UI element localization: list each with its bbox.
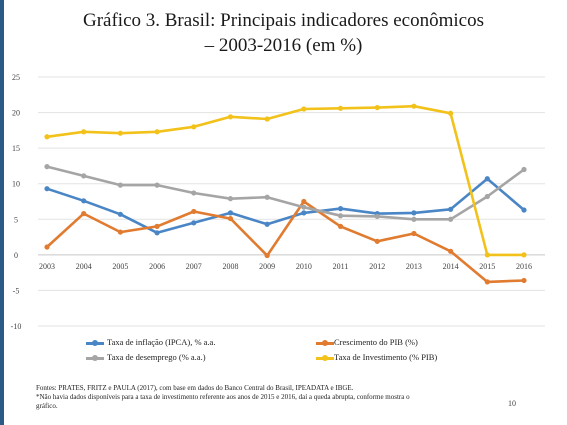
- slide-left-bar: [0, 0, 4, 425]
- legend-label-1: Crescimento do PIB (%): [334, 337, 418, 347]
- series-0-point-10: [411, 210, 417, 216]
- chart-title: Gráfico 3. Brasil: Principais indicadore…: [0, 8, 567, 58]
- x-tick-label-9: 2012: [369, 262, 385, 271]
- series-2-point-11: [448, 216, 454, 222]
- series-0-point-2: [117, 211, 123, 217]
- chart-title-line-2: – 2003-2016 (em %): [204, 35, 363, 56]
- y-tick-label-2: 15: [12, 144, 20, 153]
- series-2-point-8: [337, 213, 344, 219]
- series-0-point-0: [44, 186, 50, 192]
- series-2-point-5: [227, 196, 234, 202]
- series-0-point-13: [521, 207, 527, 213]
- series-3-point-1: [81, 129, 87, 135]
- series-3-point-9: [374, 104, 380, 111]
- series-0-point-4: [191, 220, 197, 226]
- series-2-point-12: [484, 193, 490, 200]
- legend-marker-0: [92, 340, 98, 346]
- y-tick-label-1: 20: [12, 109, 20, 118]
- legend-marker-3: [322, 355, 328, 361]
- legend-marker-2: [92, 355, 98, 361]
- series-1-point-1: [81, 210, 87, 217]
- series-2-point-3: [154, 182, 160, 188]
- series-2-point-2: [117, 182, 123, 188]
- series-line-1: [46, 200, 525, 284]
- legend-marker-1: [322, 340, 328, 346]
- series-0-point-12: [484, 176, 490, 182]
- x-tick-label-2: 2005: [112, 262, 128, 271]
- series-line-3: [46, 104, 524, 257]
- source-note-1: Fontes: PRATES, FRITZ e PAULA (2017), co…: [36, 384, 354, 392]
- series-1-point-5: [227, 215, 234, 222]
- series-3-point-8: [337, 105, 344, 111]
- legend-label-3: Taxa de Investimento (% PIB): [334, 352, 438, 362]
- source-note-3: gráfico.: [36, 402, 58, 410]
- series-1-point-10: [411, 230, 417, 237]
- series-2-point-4: [191, 190, 197, 196]
- y-tick-label-6: -5: [13, 286, 20, 295]
- x-tick-label-6: 2009: [259, 262, 275, 271]
- y-tick-label-7: -10: [11, 322, 22, 331]
- x-tick-label-8: 2011: [333, 262, 349, 271]
- series-1-point-4: [191, 208, 197, 215]
- series-3-point-13: [521, 252, 527, 258]
- series-0-point-1: [81, 198, 87, 204]
- legend-label-0: Taxa de inflação (IPCA), % a.a.: [107, 337, 216, 347]
- source-notes: Fontes: PRATES, FRITZ e PAULA (2017), co…: [36, 384, 506, 411]
- series-3-point-12: [484, 252, 490, 258]
- series-2-point-13: [521, 166, 527, 173]
- series-0-point-5: [227, 210, 234, 216]
- x-tick-label-11: 2014: [443, 262, 459, 271]
- series-3-point-11: [448, 110, 454, 116]
- series-3-point-7: [301, 106, 307, 112]
- legend-label-2: Taxa de desemprego (% a.a.): [107, 352, 206, 362]
- series-3-point-0: [44, 134, 50, 140]
- x-tick-label-13: 2016: [516, 262, 532, 271]
- series-1-point-12: [484, 279, 490, 285]
- series-0-point-7: [301, 210, 307, 216]
- series-1-point-11: [448, 248, 454, 254]
- series-3-point-6: [264, 116, 270, 122]
- source-note-2: *Não havia dados disponíveis para a taxa…: [36, 393, 410, 401]
- x-tick-label-1: 2004: [76, 262, 92, 271]
- y-tick-label-0: 25: [12, 73, 20, 82]
- series-1-point-2: [117, 229, 123, 235]
- series-1-point-6: [264, 252, 270, 259]
- x-tick-label-0: 2003: [39, 262, 55, 271]
- series-3-point-4: [191, 124, 197, 130]
- x-tick-label-10: 2013: [406, 262, 422, 271]
- series-line-0: [46, 177, 525, 235]
- series-1-point-8: [337, 223, 344, 229]
- series-0-point-3: [154, 230, 160, 236]
- series-3-point-3: [154, 129, 160, 135]
- series-2-point-1: [81, 173, 87, 179]
- x-tick-label-3: 2006: [149, 262, 165, 271]
- series-0-point-6: [264, 221, 270, 227]
- page-number: 10: [508, 399, 516, 408]
- x-tick-label-12: 2015: [479, 262, 495, 271]
- x-tick-label-5: 2008: [222, 262, 238, 271]
- series-2-point-6: [264, 194, 270, 200]
- series-2-point-9: [374, 213, 380, 220]
- series-1-point-3: [154, 223, 160, 229]
- chart-title-line-1: Gráfico 3. Brasil: Principais indicadore…: [82, 10, 484, 31]
- series-2-point-7: [301, 204, 307, 210]
- series-0-point-8: [337, 206, 344, 212]
- series-0-point-11: [448, 206, 454, 212]
- series-2-point-10: [411, 216, 417, 222]
- series-3-point-10: [411, 103, 417, 109]
- series-1-point-13: [521, 277, 527, 284]
- series-line-2: [46, 165, 525, 221]
- series-1-point-0: [44, 244, 50, 250]
- y-tick-label-4: 5: [14, 215, 18, 224]
- series-3-point-2: [117, 130, 123, 136]
- x-tick-label-4: 2007: [186, 262, 202, 271]
- x-tick-label-7: 2010: [296, 262, 312, 271]
- series-3-point-5: [227, 114, 234, 120]
- y-tick-label-5: 0: [14, 251, 18, 260]
- series-1-point-7: [301, 198, 307, 205]
- series-2-point-0: [44, 164, 50, 170]
- y-tick-label-3: 10: [12, 180, 20, 189]
- series-1-point-9: [374, 238, 380, 244]
